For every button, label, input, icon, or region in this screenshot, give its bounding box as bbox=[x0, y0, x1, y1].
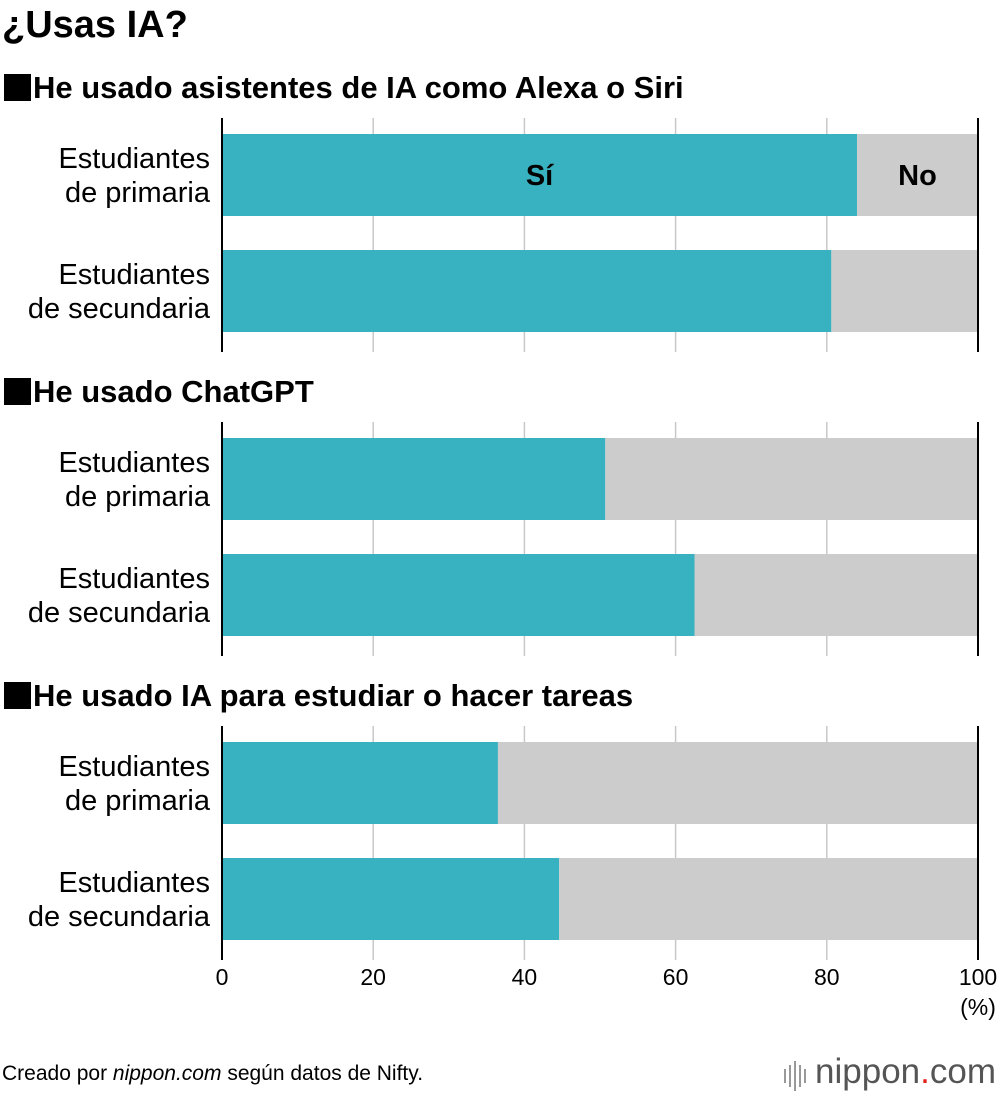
panel-title-text: He usado asistentes de IA como Alexa o S… bbox=[33, 70, 684, 105]
x-tick-label: 0 bbox=[216, 964, 229, 990]
x-tick-label: 80 bbox=[814, 964, 840, 990]
panel-title-text: He usado ChatGPT bbox=[33, 374, 314, 409]
category-label: de primaria bbox=[65, 177, 211, 209]
panel-title-chatgpt: He usado ChatGPT bbox=[4, 374, 314, 410]
category-label: Estudiantes bbox=[58, 867, 210, 899]
source-suffix: según datos de Nifty. bbox=[221, 1062, 424, 1085]
bar-no bbox=[694, 554, 978, 636]
category-label: Estudiantes bbox=[58, 563, 210, 595]
source-site: nippon.com bbox=[112, 1062, 222, 1085]
logo-dot: . bbox=[920, 1052, 930, 1091]
x-tick-label: 60 bbox=[663, 964, 689, 990]
bar-yes bbox=[222, 250, 832, 332]
bar-no bbox=[831, 250, 978, 332]
bar-yes bbox=[222, 742, 498, 824]
category-label: de primaria bbox=[65, 785, 211, 817]
category-label: Estudiantes bbox=[58, 259, 210, 291]
bar-no bbox=[497, 742, 978, 824]
legend-label-no: No bbox=[898, 160, 937, 192]
category-label: de secundaria bbox=[28, 293, 211, 325]
category-label: Estudiantes bbox=[58, 143, 210, 175]
x-tick-label: 20 bbox=[360, 964, 386, 990]
square-bullet-icon bbox=[4, 378, 31, 405]
category-label: Estudiantes bbox=[58, 751, 210, 783]
panel-title-study: He usado IA para estudiar o hacer tareas bbox=[4, 678, 633, 714]
page-title: ¿Usas IA? bbox=[2, 4, 188, 46]
nippon-logo: nippon.com bbox=[784, 1052, 996, 1094]
bar-no bbox=[857, 134, 978, 216]
bar-yes bbox=[222, 438, 606, 520]
legend-label-yes: Sí bbox=[526, 160, 554, 192]
source-note: Creado por nippon.com según datos de Nif… bbox=[2, 1062, 423, 1086]
square-bullet-icon bbox=[4, 74, 31, 101]
x-tick-label: 100 bbox=[959, 964, 997, 990]
category-label: de primaria bbox=[65, 481, 211, 513]
panel-title-text: He usado IA para estudiar o hacer tareas bbox=[33, 678, 634, 713]
bar-no bbox=[559, 858, 978, 940]
logo-tld: com bbox=[929, 1052, 996, 1091]
logo-name: nippon bbox=[815, 1052, 921, 1091]
logo-bars-icon bbox=[784, 1054, 809, 1094]
square-bullet-icon bbox=[4, 682, 31, 709]
bar-yes bbox=[222, 554, 695, 636]
category-label: de secundaria bbox=[28, 901, 211, 933]
x-unit-label: (%) bbox=[960, 994, 996, 1020]
bar-yes bbox=[222, 134, 858, 216]
source-prefix: Creado por bbox=[2, 1062, 113, 1085]
bar-yes bbox=[222, 858, 560, 940]
bar-no bbox=[605, 438, 978, 520]
category-label: de secundaria bbox=[28, 597, 211, 629]
category-label: Estudiantes bbox=[58, 447, 210, 479]
x-tick-label: 40 bbox=[512, 964, 538, 990]
panel-title-alexa-siri: He usado asistentes de IA como Alexa o S… bbox=[4, 70, 684, 106]
